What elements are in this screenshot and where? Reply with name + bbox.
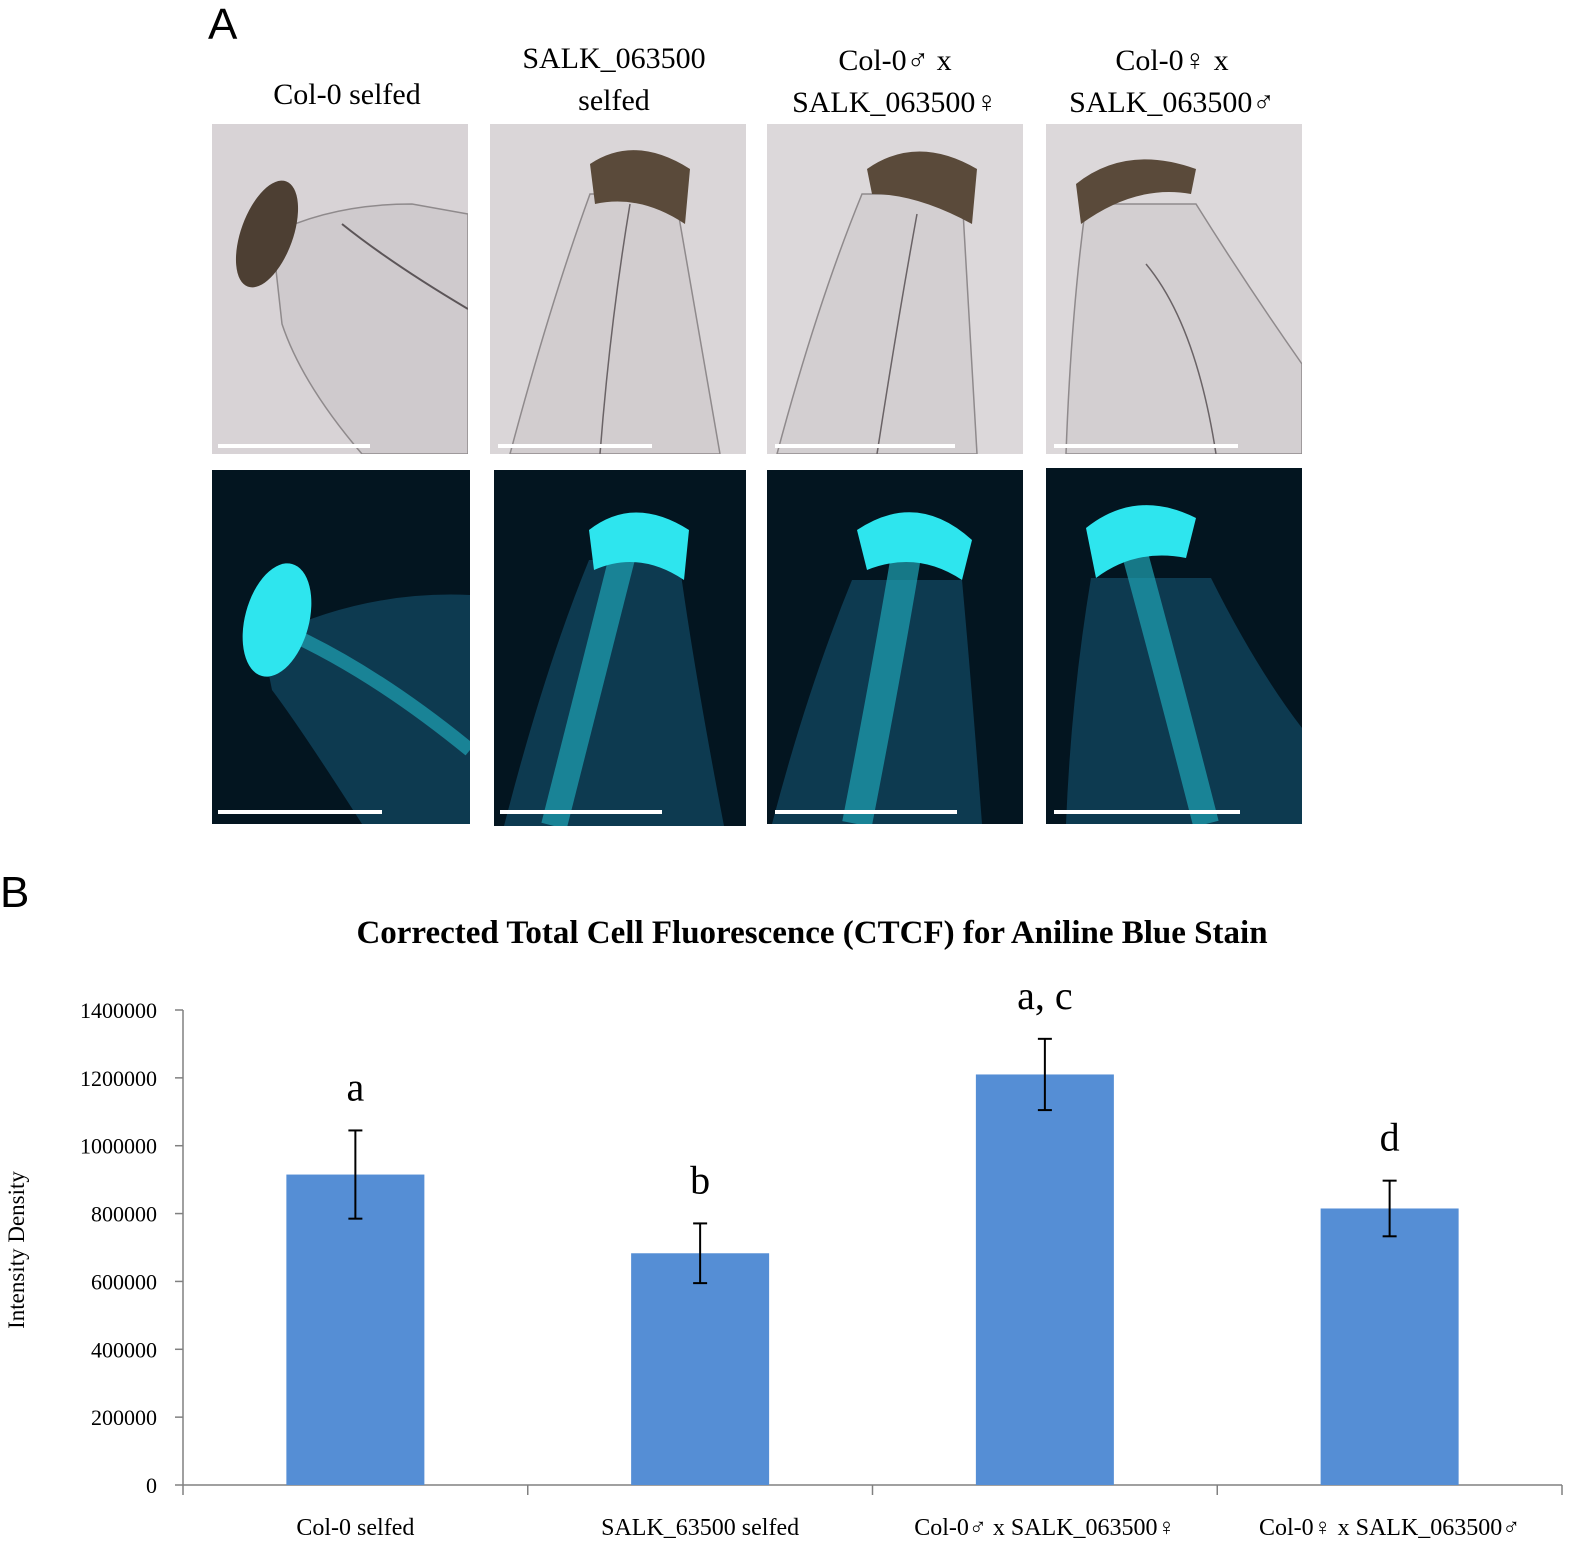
column-label-line1: Col-0♂ x (838, 44, 952, 77)
panel-a-letter: A (208, 0, 238, 49)
column-label-line1: Col-0 selfed (273, 78, 421, 111)
column-label-salk-selfed: SALK_063500 selfed (469, 38, 759, 122)
fluorescence-image-col0-selfed (212, 470, 470, 824)
y-tick-label: 400000 (91, 1337, 157, 1362)
x-category-label: Col-0♀ x SALK_063500♂ (1259, 1515, 1520, 1541)
chart-title: Corrected Total Cell Fluorescence (CTCF)… (356, 915, 1267, 951)
column-label-line2: SALK_063500♀ (792, 86, 998, 119)
fluorescence-image-salk-selfed (494, 470, 746, 826)
bar (975, 1074, 1114, 1485)
bar (1320, 1208, 1459, 1485)
significance-label: a (346, 1064, 364, 1109)
x-category-label: Col-0♂ x SALK_063500♀ (914, 1515, 1175, 1541)
y-tick-label: 0 (146, 1473, 157, 1498)
bar-chart: Corrected Total Cell Fluorescence (CTCF)… (4, 915, 1563, 1541)
bar (286, 1174, 425, 1485)
y-tick-label: 1200000 (80, 1066, 157, 1091)
column-label-line1: SALK_063500 (522, 42, 706, 75)
bars: a b a, c d (286, 973, 1459, 1485)
brightfield-image-salk-selfed (490, 124, 746, 454)
x-category-label: Col-0 selfed (296, 1515, 414, 1541)
brightfield-image-col0-female-cross (1046, 124, 1302, 454)
significance-label: d (1380, 1115, 1400, 1160)
bar (631, 1253, 770, 1485)
y-tick-label: 1400000 (80, 998, 157, 1023)
column-label-col0-male-cross: Col-0♂ x SALK_063500♀ (750, 40, 1040, 124)
brightfield-image-col0-selfed (212, 124, 468, 454)
y-tick-label: 200000 (91, 1405, 157, 1430)
y-tick-label: 800000 (91, 1202, 157, 1227)
brightfield-image-col0-male-cross (767, 124, 1023, 454)
column-label-col0-selfed: Col-0 selfed (202, 74, 492, 116)
y-axis-label: Intensity Density (4, 1171, 29, 1329)
significance-label: b (690, 1157, 710, 1202)
fluorescence-image-col0-male-cross (767, 470, 1023, 824)
column-label-line1: Col-0♀ x (1115, 44, 1229, 77)
column-label-col0-female-cross: Col-0♀ x SALK_063500♂ (1027, 40, 1317, 124)
fluorescence-image-col0-female-cross (1046, 468, 1302, 824)
column-label-line2: SALK_063500♂ (1069, 86, 1275, 119)
x-category-label: SALK_63500 selfed (601, 1515, 799, 1541)
y-tick-label: 1000000 (80, 1134, 157, 1159)
significance-label: a, c (1017, 973, 1073, 1018)
axes: 0 200000 400000 600000 800000 1000000 1200000 1… (80, 998, 1563, 1541)
panel-b-letter: B (0, 868, 30, 917)
y-tick-label: 600000 (91, 1269, 157, 1294)
column-label-line2: selfed (578, 84, 650, 117)
